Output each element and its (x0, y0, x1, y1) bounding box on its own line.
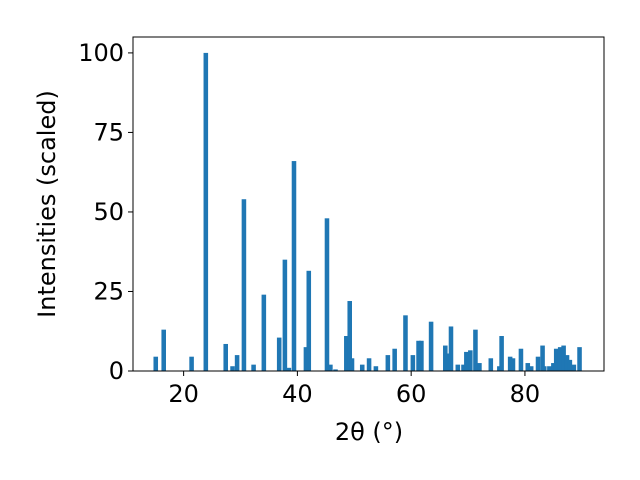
bar-11 (282, 259, 288, 371)
bar-52 (547, 366, 552, 371)
y-axis-label: Intensities (scaled) (33, 90, 61, 318)
x-tick-label-1: 40 (282, 380, 313, 408)
bar-21 (349, 358, 355, 371)
bar-13 (291, 161, 297, 371)
y-tick-label-4: 100 (78, 39, 124, 67)
bar-37 (464, 351, 469, 371)
y-tick-label-3: 75 (93, 118, 124, 146)
bar-36 (461, 364, 466, 371)
bar-2 (189, 356, 194, 371)
bar-57 (564, 355, 570, 371)
bar-56 (561, 345, 566, 371)
bar-47 (525, 363, 531, 371)
bar-25 (385, 355, 391, 371)
bar-12 (286, 367, 292, 371)
bar-27 (403, 315, 408, 371)
bar-43 (499, 336, 504, 371)
bar-55 (557, 347, 563, 371)
bar-50 (540, 345, 545, 371)
bar-60 (577, 347, 582, 371)
bar-54 (553, 348, 559, 371)
bar-18 (333, 369, 338, 371)
y-axis-ticks: 0 25 50 75 100 (78, 39, 133, 385)
x-tick-label-0: 20 (168, 380, 199, 408)
bar-53 (551, 363, 556, 371)
bar-49 (535, 356, 541, 371)
bar-29 (416, 340, 421, 371)
bar-23 (366, 358, 372, 371)
bar-59 (571, 364, 577, 371)
x-tick-label-2: 60 (396, 380, 427, 408)
bar-24 (373, 366, 379, 371)
bar-10 (276, 337, 282, 371)
x-axis-ticks: 20 40 60 80 (168, 371, 540, 408)
bar-48 (528, 366, 534, 371)
bar-35 (455, 364, 461, 371)
bar-33 (446, 353, 451, 371)
bar-20 (347, 301, 352, 371)
bar-30 (419, 340, 424, 371)
bar-58 (567, 359, 573, 371)
bar-1 (161, 329, 166, 371)
x-axis-label: 2θ (°) (335, 418, 403, 446)
bar-5 (230, 366, 235, 371)
y-tick-label-2: 50 (93, 198, 124, 226)
bar-26 (392, 348, 397, 371)
bar-7 (241, 199, 247, 371)
y-tick-label-1: 25 (93, 277, 124, 305)
bar-0 (153, 356, 159, 371)
bar-9 (261, 294, 267, 371)
bar-22 (359, 364, 365, 371)
bar-6 (234, 355, 240, 371)
y-tick-label-0: 0 (109, 357, 124, 385)
bar-19 (344, 336, 349, 371)
bar-41 (488, 358, 494, 371)
bar-16 (324, 218, 330, 371)
x-tick-label-3: 80 (510, 380, 541, 408)
bar-32 (443, 345, 448, 371)
bar-39 (473, 329, 478, 371)
bar-28 (410, 355, 416, 371)
plot-frame (132, 36, 605, 372)
bar-3 (203, 52, 209, 372)
bar-51 (542, 366, 547, 371)
bar-31 (428, 321, 434, 371)
bar-15 (306, 270, 312, 371)
bar-38 (468, 350, 473, 371)
bar-46 (518, 348, 524, 371)
bar-17 (328, 364, 333, 371)
bar-40 (477, 363, 482, 371)
bar-45 (510, 358, 516, 371)
bar-14 (303, 347, 309, 371)
bar-34 (448, 326, 454, 371)
bar-8 (251, 364, 256, 371)
bar-4 (223, 343, 228, 371)
bar-44 (507, 356, 513, 371)
bars-group (153, 52, 582, 372)
